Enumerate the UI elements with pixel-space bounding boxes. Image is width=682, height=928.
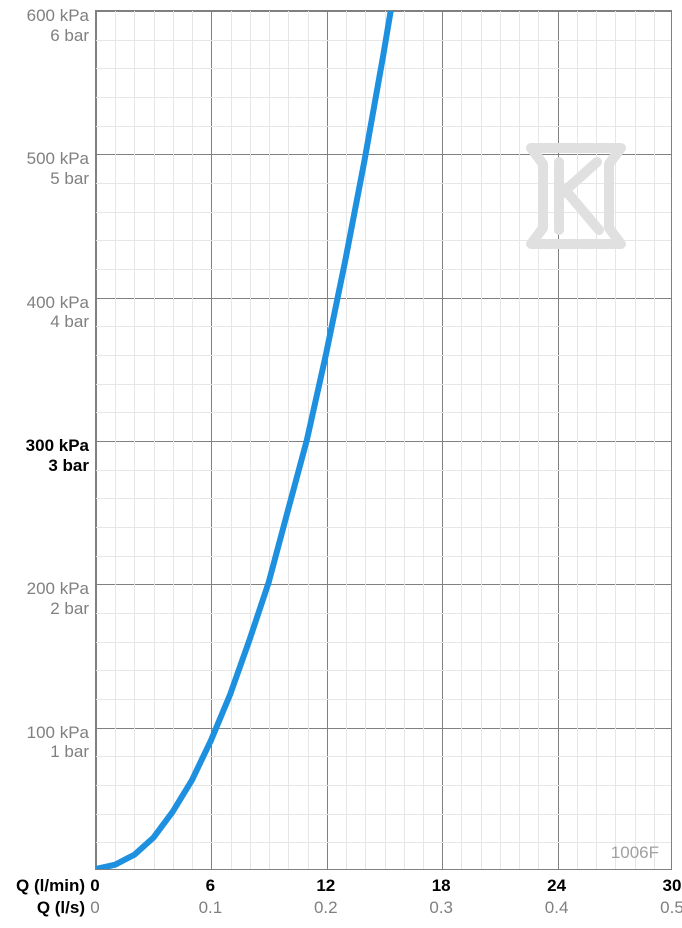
x-tick-label-lmin: 12 xyxy=(306,876,346,896)
model-label: 1006F xyxy=(611,843,659,863)
x-tick-label-ls: 0.2 xyxy=(306,898,346,918)
x-tick-label-ls: 0.1 xyxy=(190,898,230,918)
series-curve xyxy=(96,11,671,869)
y-tick-label: 600 kPa 6 bar xyxy=(27,6,89,45)
y-tick-label: 100 kPa 1 bar xyxy=(27,723,89,762)
y-tick-label: 400 kPa 4 bar xyxy=(27,293,89,332)
x-tick-label-ls: 0.3 xyxy=(421,898,461,918)
pressure-flow-chart: 1006F 100 kPa 1 bar 200 kPa 2 bar 300 kPa … xyxy=(0,0,682,928)
x-tick-label-ls: 0.4 xyxy=(537,898,577,918)
x-axis-title-lmin: Q (l/min) xyxy=(0,876,85,896)
x-tick-label-ls: 0.5 xyxy=(652,898,682,918)
y-tick-label: 200 kPa 2 bar xyxy=(27,579,89,618)
x-tick-label-lmin: 30 xyxy=(652,876,682,896)
x-axis-title-ls: Q (l/s) xyxy=(0,898,85,918)
plot-area: 1006F xyxy=(95,10,672,870)
y-tick-label: 300 kPa 3 bar xyxy=(26,436,89,475)
x-tick-label-lmin: 24 xyxy=(537,876,577,896)
y-tick-label: 500 kPa 5 bar xyxy=(27,149,89,188)
x-tick-label-lmin: 18 xyxy=(421,876,461,896)
x-tick-label-lmin: 6 xyxy=(190,876,230,896)
